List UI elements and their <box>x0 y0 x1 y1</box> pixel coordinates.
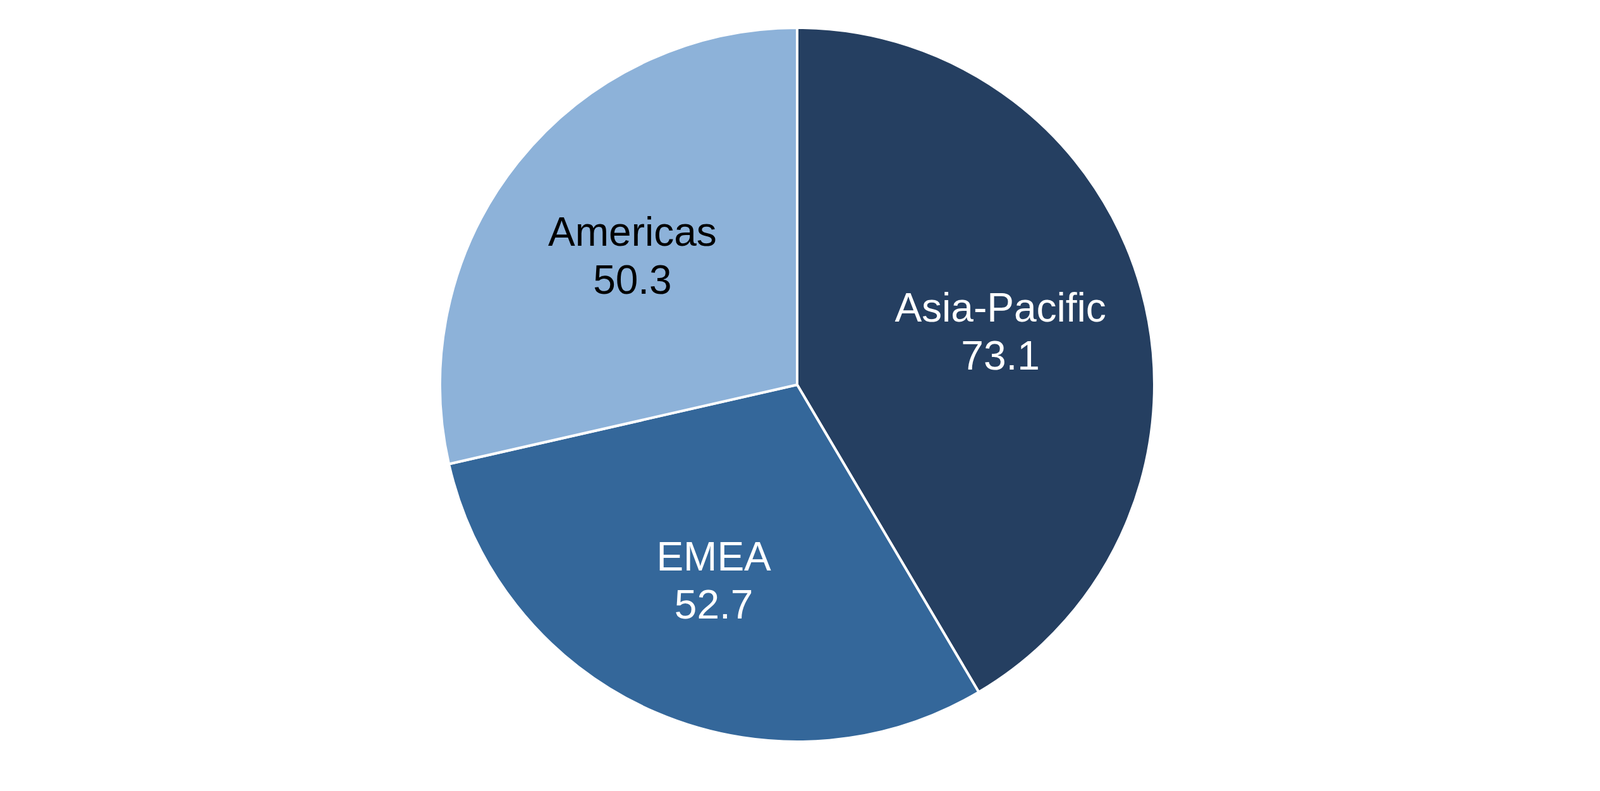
svg-text:Asia-Pacific73.1: Asia-Pacific73.1 <box>894 285 1106 379</box>
svg-text:EMEA52.7: EMEA52.7 <box>656 534 772 628</box>
svg-text:Americas50.3: Americas50.3 <box>548 209 717 303</box>
